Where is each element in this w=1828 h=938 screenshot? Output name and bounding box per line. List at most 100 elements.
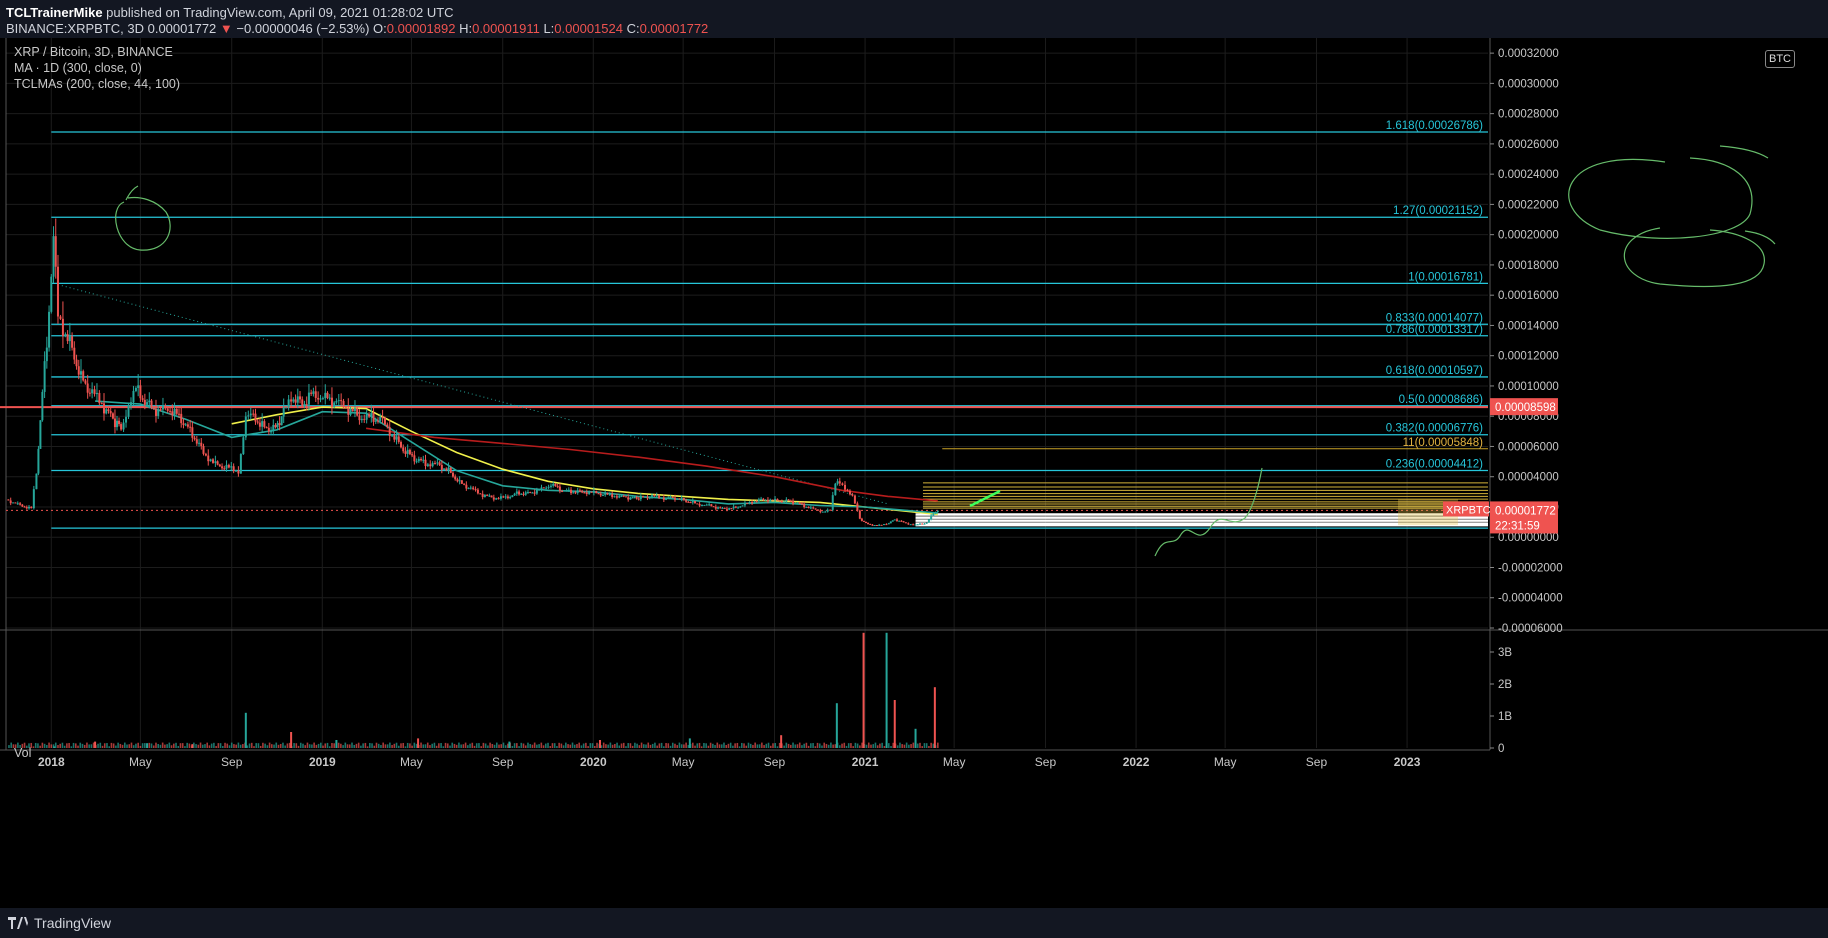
candle-body <box>91 389 94 394</box>
volume-bar <box>774 743 777 748</box>
volume-bar <box>743 743 745 748</box>
candle-body <box>175 408 178 414</box>
fib-level-label: 1(0.00016781) <box>1408 271 1483 283</box>
candle-body <box>25 507 28 509</box>
volume-bar <box>157 743 160 748</box>
candle-body <box>658 495 661 499</box>
volume-bar <box>812 743 814 748</box>
candle-body <box>285 407 288 409</box>
candle-body <box>127 406 130 417</box>
candle-body <box>627 497 630 500</box>
candle-body <box>324 392 327 399</box>
candle-body <box>223 468 226 470</box>
volume-bar <box>843 742 846 748</box>
volume-bar <box>852 746 854 748</box>
candle-body <box>556 486 559 488</box>
volume-bar <box>331 743 333 748</box>
publish-info: TCLTrainerMike published on TradingView.… <box>6 5 454 20</box>
volume-bar <box>277 744 280 748</box>
candle-body <box>161 405 164 410</box>
candle-body <box>624 496 627 498</box>
candle-body <box>467 488 470 490</box>
candle-body <box>204 453 207 456</box>
candle-body <box>312 391 315 394</box>
price-chart[interactable]: 2018 May Sep 2019 May Sep 2020 May Sep 2021 May Sep… <box>0 38 1828 908</box>
candle-body <box>547 486 550 488</box>
volume-bar <box>901 744 903 748</box>
volume-bar <box>346 744 349 748</box>
volume-bar <box>28 743 30 748</box>
candle-body <box>796 502 799 504</box>
candle-body <box>570 489 573 494</box>
candle-body <box>650 495 653 498</box>
volume-bar <box>94 741 97 748</box>
candle-body <box>249 413 252 416</box>
volume-bar <box>484 743 487 748</box>
candle-body <box>631 497 634 499</box>
candle-body <box>77 366 80 375</box>
candle-body <box>595 490 598 494</box>
candle-body <box>184 424 187 426</box>
candle-body <box>239 454 242 474</box>
candle-body <box>618 495 621 498</box>
candle-body <box>88 392 91 394</box>
candle-body <box>678 498 681 500</box>
candle-body <box>800 503 803 505</box>
candle-body <box>746 503 749 505</box>
volume-bar <box>756 744 759 748</box>
volume-bar <box>395 742 398 748</box>
candle-body <box>875 524 878 526</box>
volume-bar <box>253 746 255 748</box>
volume-bar <box>660 742 663 748</box>
candle-body <box>247 415 250 417</box>
volume-bar <box>890 746 892 748</box>
volume-bar <box>188 743 191 748</box>
legend-tclmas[interactable]: TCLMAs (200, close, 44, 100) <box>14 77 181 91</box>
candle-body <box>413 455 416 462</box>
volume-bar <box>8 745 10 748</box>
candle-body <box>12 502 15 504</box>
volume-bar <box>21 743 24 748</box>
candle-body <box>474 489 477 491</box>
candle-body <box>209 459 212 462</box>
volume-bar <box>912 742 915 748</box>
candle-body <box>337 400 340 402</box>
volume-bar <box>694 745 696 748</box>
volume-bar <box>286 743 289 748</box>
volume-bar <box>86 742 88 748</box>
volume-bar <box>168 742 171 748</box>
volume-bar <box>224 742 226 748</box>
candle-body <box>655 495 658 497</box>
candle-body <box>263 421 266 428</box>
volume-bar <box>625 746 627 748</box>
candle-body <box>166 408 169 411</box>
volume-bar <box>353 744 356 748</box>
candle-body <box>490 495 493 498</box>
y-tick-label: 0.00012000 <box>1498 351 1559 363</box>
volume-bar <box>438 743 440 748</box>
candle-body <box>488 495 491 497</box>
volume-bar <box>135 743 137 748</box>
annotation-stroke <box>969 489 1001 508</box>
x-tick-label: 2021 <box>852 755 879 769</box>
volume-bar <box>433 742 436 748</box>
candle-body <box>499 496 502 499</box>
candle-body <box>395 436 398 440</box>
author-name[interactable]: TCLTrainerMike <box>6 5 103 20</box>
projected-path <box>1154 467 1263 557</box>
volume-bar <box>164 744 166 748</box>
candle-body <box>642 496 645 498</box>
currency-badge[interactable]: BTC <box>1765 50 1795 68</box>
volume-bar <box>344 742 347 748</box>
candle-body <box>737 507 740 509</box>
volume-bar <box>306 742 309 748</box>
volume-bar <box>794 744 797 748</box>
volume-bar <box>767 742 770 748</box>
candle-body <box>342 400 345 408</box>
volume-bar <box>867 742 870 748</box>
volume-bar <box>17 742 19 748</box>
volume-bar <box>914 728 917 748</box>
legend-ma[interactable]: MA · 1D (300, close, 0) <box>14 61 142 75</box>
brand-name[interactable]: TradingView <box>34 915 112 931</box>
candle-body <box>694 501 697 504</box>
